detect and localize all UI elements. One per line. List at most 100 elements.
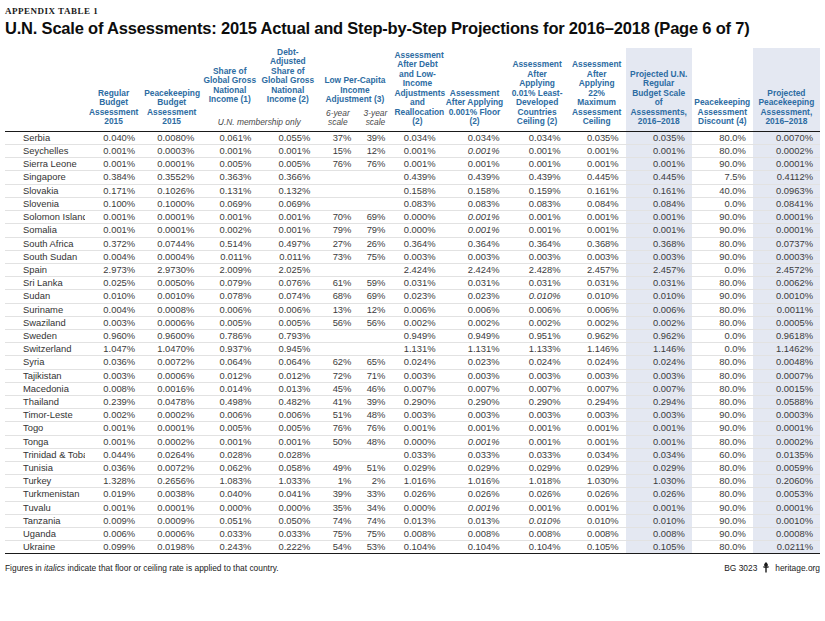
value-cell: 0.033% bbox=[507, 448, 568, 461]
footnote-text-post: indicate that floor or ceiling rate is a… bbox=[65, 563, 279, 573]
value-cell: 0.0050% bbox=[142, 277, 201, 290]
value-cell: 0.439% bbox=[442, 171, 506, 184]
value-cell: 0.003% bbox=[392, 250, 442, 263]
value-cell: 0.004% bbox=[85, 303, 142, 316]
country-cell: Ukraine bbox=[5, 541, 85, 554]
table-row: Tunisia0.036%0.0072%0.062%0.058%49%51%0.… bbox=[5, 461, 820, 474]
value-cell bbox=[317, 329, 358, 342]
value-cell: 0.001% bbox=[442, 211, 506, 224]
value-cell: 0.514% bbox=[201, 237, 258, 250]
value-cell bbox=[317, 184, 358, 197]
value-cell: 0.0737% bbox=[753, 237, 820, 250]
value-cell: 1.146% bbox=[626, 343, 692, 356]
country-cell: Tonga bbox=[5, 435, 85, 448]
value-cell: 0.014% bbox=[201, 382, 258, 395]
value-cell: 0.001% bbox=[258, 224, 317, 237]
value-cell: 0.368% bbox=[568, 237, 626, 250]
value-cell: 0.439% bbox=[392, 171, 442, 184]
value-cell: 0.002% bbox=[85, 409, 142, 422]
value-cell: 0.034% bbox=[626, 448, 692, 461]
value-cell: 68% bbox=[317, 290, 358, 303]
value-cell: 74% bbox=[317, 514, 358, 527]
value-cell: 34% bbox=[358, 501, 392, 514]
value-cell: 90.0% bbox=[692, 290, 753, 303]
value-cell: 0.003% bbox=[568, 369, 626, 382]
value-cell: 12% bbox=[358, 303, 392, 316]
value-cell: 0.0001% bbox=[753, 158, 820, 171]
table-row: Tonga0.001%0.0002%0.001%0.001%50%48%0.00… bbox=[5, 435, 820, 448]
value-cell: 0.364% bbox=[392, 237, 442, 250]
value-cell: 0.003% bbox=[507, 369, 568, 382]
country-cell: Singapore bbox=[5, 171, 85, 184]
value-cell: 0.019% bbox=[85, 488, 142, 501]
value-cell: 0.001% bbox=[507, 501, 568, 514]
value-cell: 0.372% bbox=[85, 237, 142, 250]
value-cell: 76% bbox=[358, 158, 392, 171]
footnote-text: Figures in bbox=[5, 563, 44, 573]
country-cell: Tajikistan bbox=[5, 369, 85, 382]
value-cell: 0.044% bbox=[85, 448, 142, 461]
table-row: Serbia0.040%0.0080%0.061%0.055%37%39%0.0… bbox=[5, 131, 820, 144]
appendix-label: APPENDIX TABLE 1 bbox=[5, 6, 820, 16]
value-cell bbox=[317, 343, 358, 356]
value-cell: 72% bbox=[317, 369, 358, 382]
value-cell: 0.000% bbox=[258, 501, 317, 514]
value-cell: 0.007% bbox=[392, 382, 442, 395]
table-row: Somalia0.001%0.0001%0.002%0.001%79%79%0.… bbox=[5, 224, 820, 237]
country-cell: Sierra Leone bbox=[5, 158, 85, 171]
value-cell bbox=[317, 171, 358, 184]
table-row: Thailand0.239%0.0478%0.498%0.482%41%39%0… bbox=[5, 395, 820, 408]
country-cell: Slovenia bbox=[5, 197, 85, 210]
country-cell: Sudan bbox=[5, 290, 85, 303]
value-cell: 0.001% bbox=[201, 145, 258, 158]
value-cell: 13% bbox=[317, 303, 358, 316]
value-cell: 0.0264% bbox=[142, 448, 201, 461]
value-cell: 48% bbox=[358, 435, 392, 448]
value-cell: 1.047% bbox=[85, 343, 142, 356]
value-cell: 0.028% bbox=[201, 448, 258, 461]
value-cell: 1.016% bbox=[392, 475, 442, 488]
value-cell: 0.033% bbox=[258, 527, 317, 540]
value-cell: 0.069% bbox=[201, 197, 258, 210]
value-cell: 0.001% bbox=[507, 224, 568, 237]
value-cell: 0.4112% bbox=[753, 171, 820, 184]
value-cell: 0.003% bbox=[442, 369, 506, 382]
value-cell: 0.439% bbox=[507, 171, 568, 184]
value-cell: 0.036% bbox=[85, 356, 142, 369]
header-after-floor: Assessment After Applying 0.001% Floor (… bbox=[442, 48, 506, 131]
table-row: Tajikistan0.003%0.0006%0.012%0.012%72%71… bbox=[5, 369, 820, 382]
value-cell: 0.040% bbox=[85, 131, 142, 144]
value-cell: 0.001% bbox=[626, 501, 692, 514]
value-cell: 1.030% bbox=[626, 475, 692, 488]
value-cell: 90.0% bbox=[692, 250, 753, 263]
value-cell: 0.010% bbox=[507, 514, 568, 527]
value-cell: 0.384% bbox=[85, 171, 142, 184]
country-cell: Swaziland bbox=[5, 316, 85, 329]
value-cell: 37% bbox=[317, 131, 358, 144]
value-cell: 0.031% bbox=[626, 277, 692, 290]
value-cell: 65% bbox=[358, 356, 392, 369]
value-cell: 0.003% bbox=[568, 409, 626, 422]
value-cell: 0.035% bbox=[568, 131, 626, 144]
value-cell: 0.003% bbox=[85, 369, 142, 382]
value-cell: 53% bbox=[358, 541, 392, 554]
value-cell: 0.001% bbox=[568, 435, 626, 448]
value-cell: 45% bbox=[317, 382, 358, 395]
value-cell: 61% bbox=[317, 277, 358, 290]
value-cell: 0.024% bbox=[507, 356, 568, 369]
value-cell: 0.0010% bbox=[753, 290, 820, 303]
value-cell: 0.001% bbox=[568, 211, 626, 224]
value-cell: 0.076% bbox=[258, 277, 317, 290]
value-cell: 90.0% bbox=[692, 224, 753, 237]
value-cell: 0.006% bbox=[201, 303, 258, 316]
value-cell: 0.051% bbox=[201, 514, 258, 527]
country-cell: Serbia bbox=[5, 131, 85, 144]
value-cell: 0.024% bbox=[392, 356, 442, 369]
value-cell: 90.0% bbox=[692, 409, 753, 422]
value-cell: 1.018% bbox=[507, 475, 568, 488]
header-low-per-capita-adjustment: Low Per-Capita Income Adjustment (3) bbox=[317, 48, 392, 109]
value-cell: 0.0001% bbox=[753, 501, 820, 514]
table-row: Sri Lanka0.025%0.0050%0.079%0.076%61%59%… bbox=[5, 277, 820, 290]
value-cell: 0.023% bbox=[442, 290, 506, 303]
table-row: Spain2.973%2.9730%2.009%2.025%2.424%2.42… bbox=[5, 263, 820, 276]
